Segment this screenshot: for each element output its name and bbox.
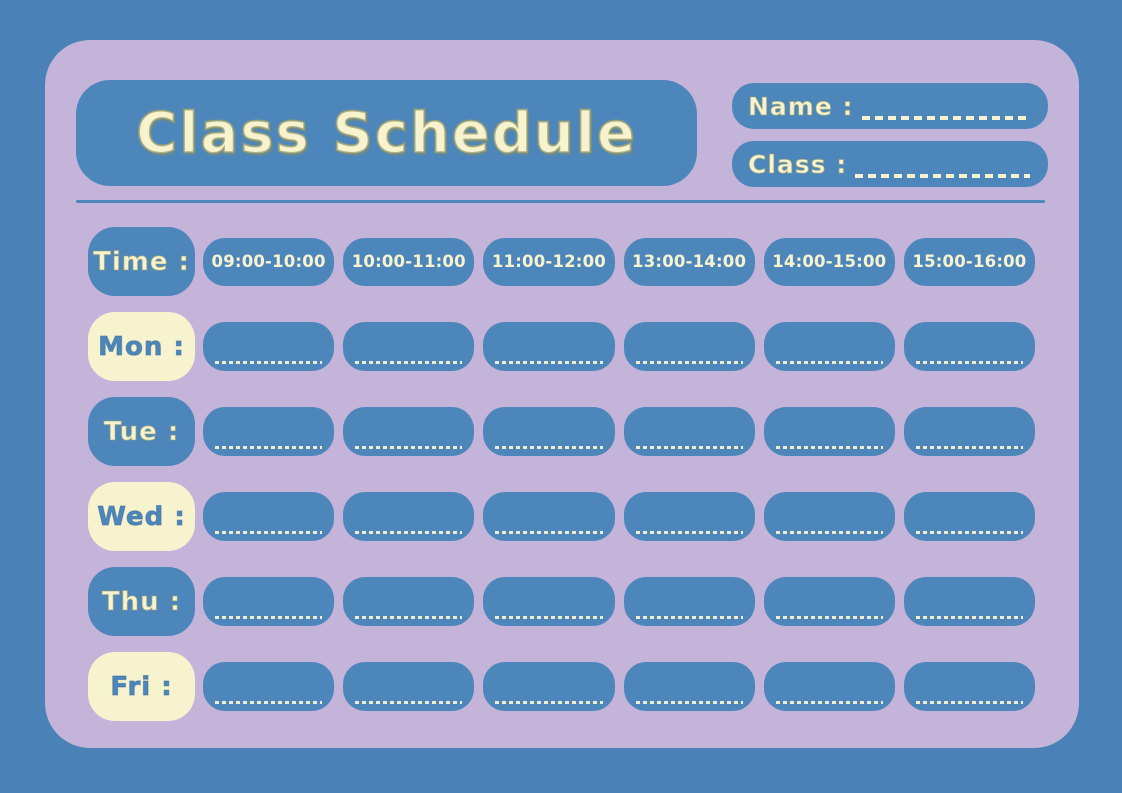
schedule-cell[interactable] [903, 492, 1036, 541]
time-slot: 09:00-10:00 [203, 237, 335, 286]
write-in-line [775, 531, 883, 534]
class-field[interactable]: Class : [732, 141, 1048, 187]
schedule-cell[interactable] [343, 662, 475, 711]
day-row-thu: Thu : [88, 567, 1036, 636]
time-header-row: Time : 09:00-10:00 10:00-11:00 11:00-12:00… [88, 227, 1036, 296]
name-label: Name : [748, 91, 854, 121]
day-label-mon: Mon : [88, 312, 195, 381]
write-in-line [775, 616, 883, 619]
write-in-line [635, 701, 743, 704]
time-slot: 10:00-11:00 [343, 237, 475, 286]
day-label-tue: Tue : [88, 397, 195, 466]
write-in-line [355, 531, 463, 534]
schedule-cell[interactable] [483, 492, 615, 541]
schedule-cell[interactable] [763, 322, 895, 371]
time-label: Time : [88, 227, 195, 296]
day-cells-wed [203, 492, 1036, 541]
write-in-line [215, 361, 323, 364]
day-label-wed: Wed : [88, 482, 195, 551]
write-in-line [775, 701, 883, 704]
write-in-line [355, 361, 463, 364]
schedule-cell[interactable] [203, 662, 335, 711]
schedule-cell[interactable] [623, 662, 755, 711]
header-fields: Name : Class : [732, 83, 1048, 187]
write-in-line [495, 531, 603, 534]
day-label-fri: Fri : [88, 652, 195, 721]
schedule-cell[interactable] [343, 492, 475, 541]
title-banner: Class Schedule [76, 80, 697, 186]
time-slot: 15:00-16:00 [903, 237, 1036, 286]
write-in-line [635, 446, 743, 449]
schedule-cell[interactable] [483, 577, 615, 626]
write-in-line [495, 616, 603, 619]
write-in-line [215, 531, 323, 534]
schedule-cell[interactable] [903, 577, 1036, 626]
schedule-cell[interactable] [623, 322, 755, 371]
write-in-line [495, 446, 603, 449]
schedule-cell[interactable] [763, 577, 895, 626]
write-in-line [915, 446, 1024, 449]
day-cells-thu [203, 577, 1036, 626]
time-slot: 14:00-15:00 [763, 237, 895, 286]
write-in-line [915, 531, 1024, 534]
schedule-cell[interactable] [343, 577, 475, 626]
write-in-line [915, 701, 1024, 704]
schedule-cell[interactable] [623, 577, 755, 626]
write-in-line [495, 361, 603, 364]
schedule-cell[interactable] [763, 662, 895, 711]
schedule-cell[interactable] [483, 662, 615, 711]
schedule-cell[interactable] [343, 407, 475, 456]
day-cells-tue [203, 407, 1036, 456]
page-title: Class Schedule [135, 100, 637, 167]
schedule-cell[interactable] [343, 322, 475, 371]
write-in-line [355, 616, 463, 619]
write-in-line [775, 361, 883, 364]
day-row-tue: Tue : [88, 397, 1036, 466]
time-slot: 13:00-14:00 [623, 237, 755, 286]
schedule-cell[interactable] [483, 407, 615, 456]
time-slot: 11:00-12:00 [483, 237, 615, 286]
write-in-line [775, 446, 883, 449]
schedule-cell[interactable] [763, 492, 895, 541]
day-cells-mon [203, 322, 1036, 371]
schedule-cell[interactable] [903, 662, 1036, 711]
schedule-cell[interactable] [623, 407, 755, 456]
write-in-line [495, 701, 603, 704]
schedule-cell[interactable] [203, 407, 335, 456]
header-divider [76, 200, 1045, 203]
schedule-grid: Time : 09:00-10:00 10:00-11:00 11:00-12:00… [88, 227, 1036, 737]
class-label: Class : [747, 149, 848, 179]
schedule-cell[interactable] [763, 407, 895, 456]
schedule-cell[interactable] [903, 407, 1036, 456]
schedule-cell[interactable] [203, 577, 335, 626]
write-in-line [635, 531, 743, 534]
day-row-fri: Fri : [88, 652, 1036, 721]
day-label-thu: Thu : [88, 567, 195, 636]
write-in-line [915, 616, 1024, 619]
schedule-cell[interactable] [903, 322, 1036, 371]
name-field[interactable]: Name : [732, 83, 1048, 129]
schedule-cell[interactable] [203, 322, 335, 371]
schedule-cell[interactable] [203, 492, 335, 541]
write-in-line [215, 616, 323, 619]
write-in-line [635, 361, 743, 364]
write-in-line [215, 446, 323, 449]
day-cells-fri [203, 662, 1036, 711]
class-write-in-line [855, 174, 1030, 178]
write-in-line [355, 446, 463, 449]
schedule-cell[interactable] [623, 492, 755, 541]
write-in-line [635, 616, 743, 619]
time-slots: 09:00-10:00 10:00-11:00 11:00-12:00 13:00-1… [203, 237, 1036, 286]
write-in-line [915, 361, 1024, 364]
schedule-card: Class Schedule Name : Class : Time : 09:… [45, 40, 1079, 748]
schedule-cell[interactable] [483, 322, 615, 371]
write-in-line [355, 701, 463, 704]
write-in-line [215, 701, 323, 704]
day-row-mon: Mon : [88, 312, 1036, 381]
name-write-in-line [861, 116, 1030, 120]
day-row-wed: Wed : [88, 482, 1036, 551]
day-rows: Mon : Tue : Wed : Thu : Fri : [88, 312, 1036, 721]
